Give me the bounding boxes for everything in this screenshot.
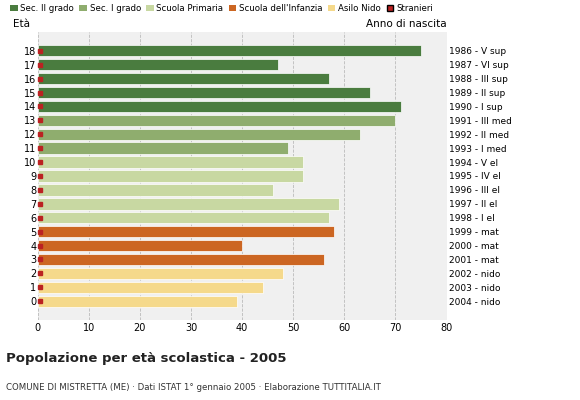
Bar	[38, 101, 401, 112]
Bar	[38, 296, 237, 307]
Bar	[38, 87, 370, 98]
Legend: Sec. II grado, Sec. I grado, Scuola Primaria, Scuola dell'Infanzia, Asilo Nido, : Sec. II grado, Sec. I grado, Scuola Prim…	[10, 4, 433, 13]
Text: Anno di nascita: Anno di nascita	[366, 19, 447, 29]
Bar	[38, 170, 303, 182]
Text: COMUNE DI MISTRETTA (ME) · Dati ISTAT 1° gennaio 2005 · Elaborazione TUTTITALIA.: COMUNE DI MISTRETTA (ME) · Dati ISTAT 1°…	[6, 383, 380, 392]
Bar	[38, 198, 339, 210]
Text: Popolazione per età scolastica - 2005: Popolazione per età scolastica - 2005	[6, 352, 287, 365]
Bar	[38, 115, 396, 126]
Bar	[38, 226, 334, 237]
Bar	[38, 184, 273, 196]
Bar	[38, 128, 360, 140]
Bar	[38, 254, 324, 265]
Text: Età: Età	[13, 19, 30, 29]
Bar	[38, 240, 242, 251]
Bar	[38, 73, 329, 84]
Bar	[38, 156, 303, 168]
Bar	[38, 268, 283, 279]
Bar	[38, 142, 288, 154]
Bar	[38, 59, 278, 70]
Bar	[38, 282, 263, 293]
Bar	[38, 45, 421, 56]
Bar	[38, 212, 329, 224]
